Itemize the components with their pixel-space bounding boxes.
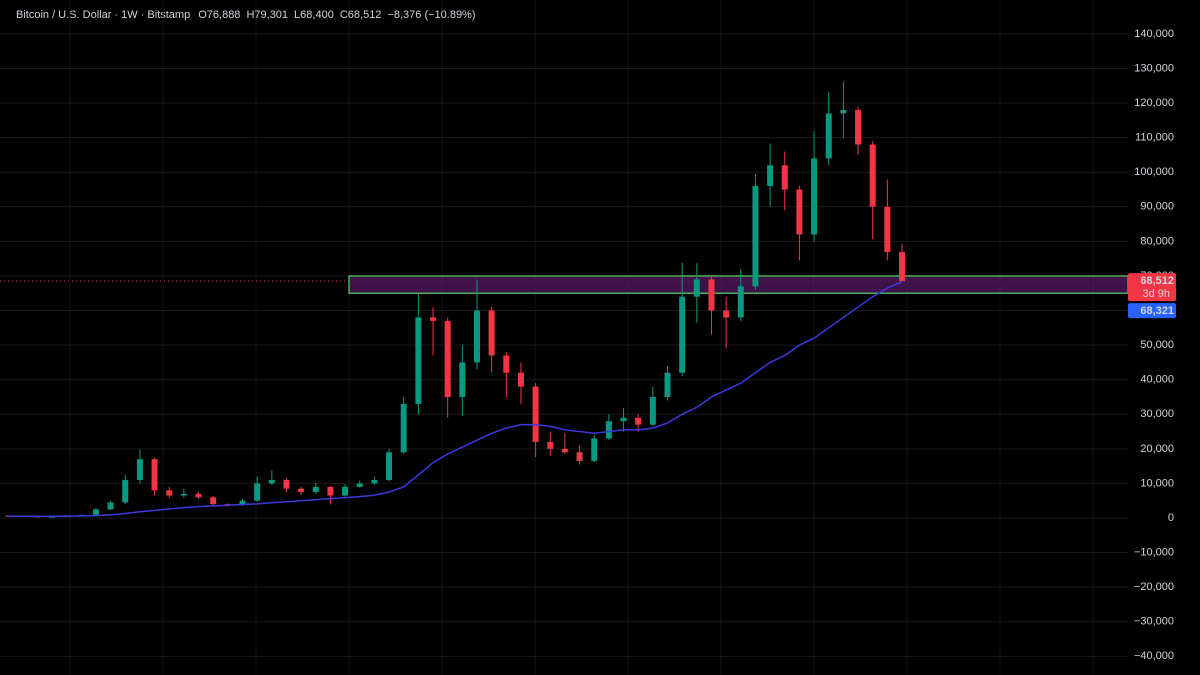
y-tick-label: 90,000 — [1140, 201, 1174, 213]
y-tick-label: 30,000 — [1140, 408, 1174, 420]
candle-body — [781, 165, 788, 190]
candle-body — [195, 493, 202, 498]
ma-label: 68,321 — [1140, 305, 1174, 317]
candle-body — [210, 497, 217, 505]
price-label: 68,512 — [1140, 275, 1174, 287]
y-tick-label: −20,000 — [1134, 581, 1174, 593]
candle-body — [356, 483, 363, 487]
candle-body — [268, 479, 275, 484]
candle-body — [488, 310, 495, 356]
candle-body — [327, 486, 334, 496]
candle-body — [239, 500, 246, 505]
candle-body — [899, 252, 905, 282]
countdown: 3d 9h — [1142, 288, 1170, 300]
candle-body — [708, 279, 715, 311]
y-tick-label: 80,000 — [1140, 235, 1174, 247]
candle-body — [679, 296, 686, 373]
candle-body — [180, 493, 187, 496]
y-tick-label: 140,000 — [1134, 28, 1174, 40]
y-tick-label: 10,000 — [1140, 477, 1174, 489]
y-tick-label: 40,000 — [1140, 374, 1174, 386]
candle-body — [767, 165, 774, 187]
candle-body — [92, 509, 99, 515]
ohlc-key: L — [294, 9, 300, 21]
candle-body — [752, 186, 759, 287]
candle-body — [693, 279, 700, 297]
candle-body — [796, 189, 803, 235]
candle-body — [517, 372, 524, 387]
candle-body — [342, 486, 349, 496]
candle-body — [811, 158, 818, 235]
candle-body — [312, 486, 319, 493]
change: −8,376 (−10.89%) — [387, 9, 475, 21]
candle-body — [620, 417, 627, 422]
candle-body — [473, 310, 480, 363]
candle-body — [122, 479, 129, 503]
candle-body — [459, 362, 466, 397]
candle-body — [547, 441, 554, 449]
candle-body — [254, 483, 261, 501]
y-tick-label: −30,000 — [1134, 616, 1174, 628]
candle-body — [591, 438, 598, 461]
candle-body — [605, 421, 612, 439]
candle-body — [151, 459, 158, 491]
symbol: Bitcoin / U.S. Dollar · 1W · Bitstamp — [16, 9, 190, 21]
y-tick-label: 50,000 — [1140, 339, 1174, 351]
candle-body — [561, 448, 568, 453]
candle-body — [444, 320, 451, 397]
ohlc-key: O — [198, 9, 207, 21]
moving-average — [8, 281, 903, 518]
y-tick-label: −10,000 — [1134, 546, 1174, 558]
candle-body — [664, 372, 671, 397]
y-tick-label: 120,000 — [1134, 97, 1174, 109]
candle-body — [166, 490, 173, 496]
candle-body — [723, 310, 730, 318]
candle-body — [371, 479, 378, 484]
y-tick-label: −40,000 — [1134, 650, 1174, 662]
candle-body — [430, 317, 437, 321]
candle-body — [136, 459, 143, 480]
ohlc-value: 79,301 — [254, 9, 288, 21]
candle-body — [107, 502, 114, 510]
candle-body — [298, 488, 305, 493]
candle-body — [737, 286, 744, 318]
ohlc-value: 68,512 — [348, 9, 382, 21]
candle-body — [825, 113, 832, 159]
y-tick-label: 0 — [1168, 512, 1174, 524]
candle-body — [635, 417, 642, 425]
y-tick-label: 100,000 — [1134, 166, 1174, 178]
y-tick-label: 20,000 — [1140, 443, 1174, 455]
candle-body — [855, 109, 862, 145]
candle-body — [415, 317, 422, 404]
y-tick-label: 110,000 — [1135, 132, 1174, 144]
ohlc-value: 76,888 — [207, 9, 241, 21]
ohlc-key: H — [246, 9, 254, 21]
candle-body — [532, 386, 539, 442]
ma-label-box — [1128, 303, 1176, 319]
candle-body — [386, 452, 393, 480]
candle-body — [840, 109, 847, 114]
ohlc-value: 68,400 — [300, 9, 334, 21]
candle-body — [283, 479, 290, 489]
candle-body — [48, 516, 55, 518]
candle-body — [649, 396, 656, 425]
ohlc-key: C — [340, 9, 348, 21]
price-label-box — [1128, 273, 1176, 302]
candle-body — [884, 206, 891, 253]
y-tick-label: 130,000 — [1134, 62, 1174, 74]
candle-body — [400, 403, 407, 453]
candle-body — [869, 144, 876, 207]
candle-body — [576, 452, 583, 461]
candle-body — [503, 355, 510, 373]
